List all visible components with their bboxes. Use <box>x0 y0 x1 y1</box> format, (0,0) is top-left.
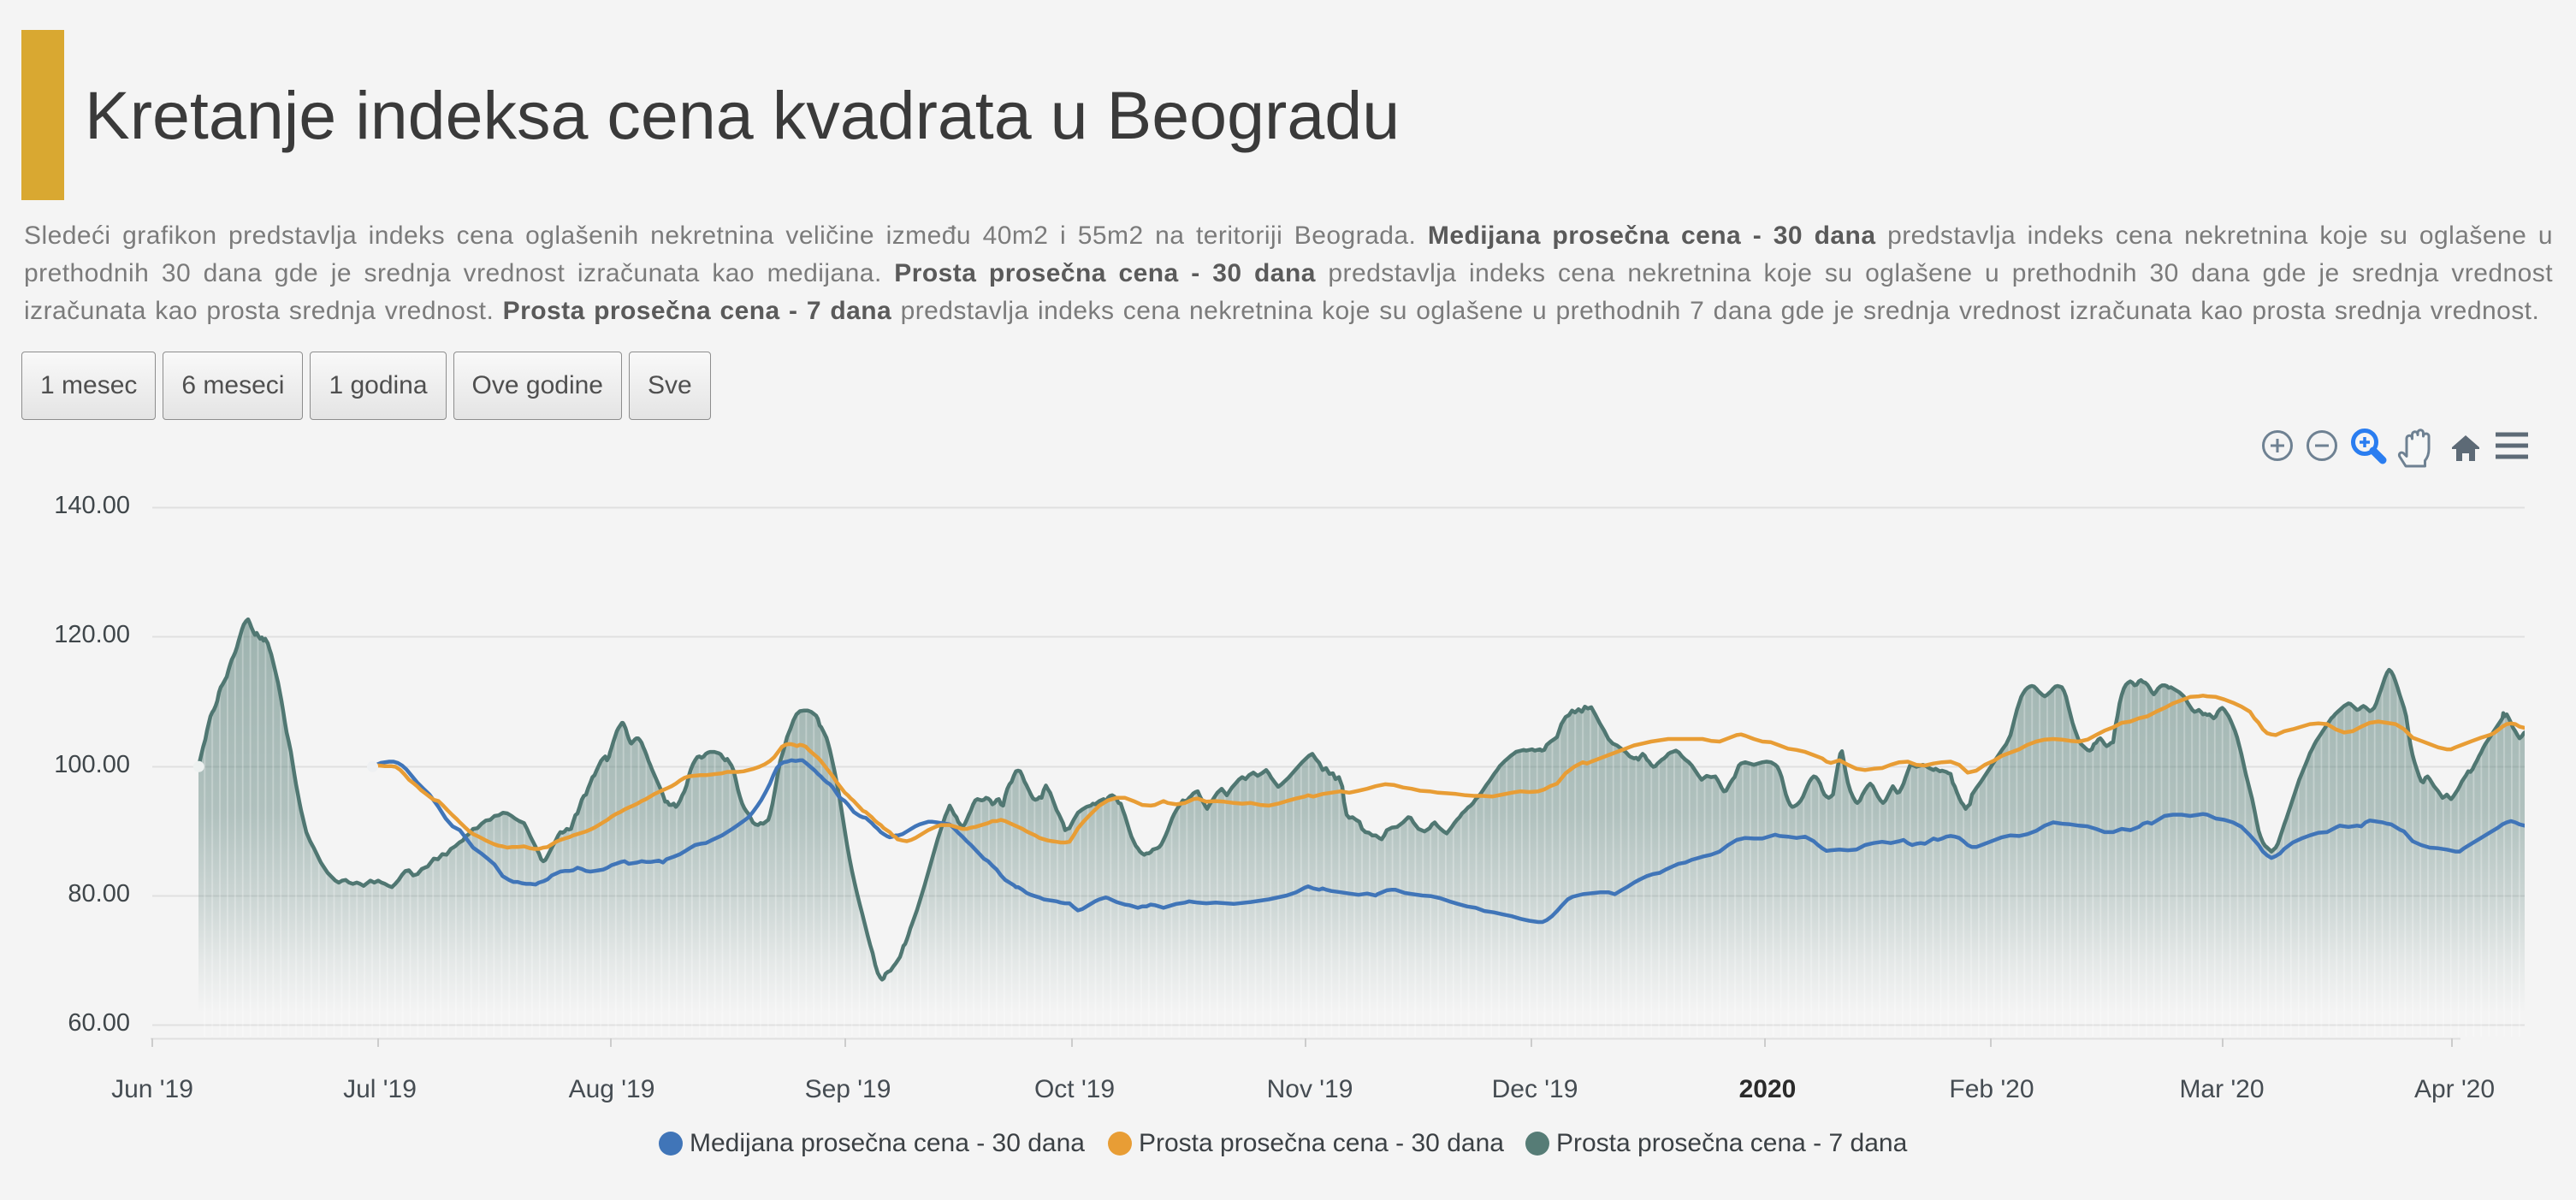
svg-text:2020: 2020 <box>1739 1075 1797 1103</box>
svg-text:Sep '19: Sep '19 <box>805 1075 891 1103</box>
svg-text:120.00: 120.00 <box>54 621 130 648</box>
svg-text:80.00: 80.00 <box>68 880 130 907</box>
svg-text:Nov '19: Nov '19 <box>1267 1075 1353 1103</box>
svg-text:60.00: 60.00 <box>68 1009 130 1037</box>
svg-text:Jun '19: Jun '19 <box>111 1075 193 1103</box>
svg-text:Jul '19: Jul '19 <box>343 1075 417 1103</box>
svg-text:Apr '20: Apr '20 <box>2414 1075 2495 1103</box>
svg-text:Aug '19: Aug '19 <box>569 1075 655 1103</box>
svg-text:Dec '19: Dec '19 <box>1492 1075 1578 1103</box>
svg-text:100.00: 100.00 <box>54 751 130 778</box>
svg-text:140.00: 140.00 <box>54 492 130 519</box>
svg-text:Oct '19: Oct '19 <box>1034 1075 1115 1103</box>
svg-text:Feb '20: Feb '20 <box>1949 1075 2034 1103</box>
svg-text:Mar '20: Mar '20 <box>2179 1075 2264 1103</box>
